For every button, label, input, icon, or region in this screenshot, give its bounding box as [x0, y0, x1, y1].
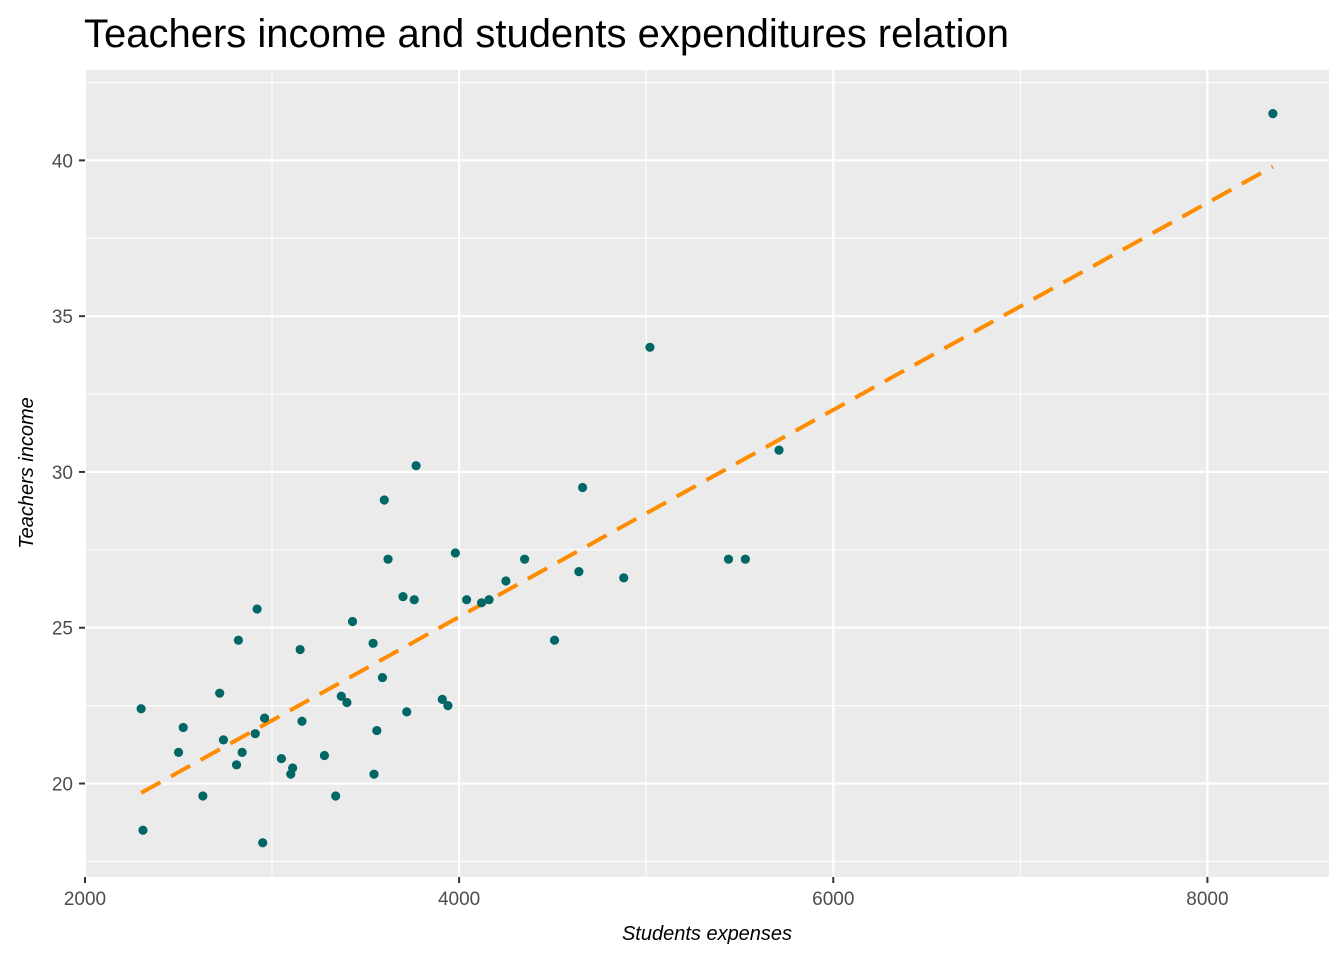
minor-gridlines — [85, 70, 1329, 877]
chart-title: Teachers income and students expenditure… — [84, 12, 1009, 56]
data-point — [342, 697, 352, 708]
x-tick-label: 8000 — [1186, 889, 1228, 910]
x-axis-label: Students expenses — [622, 923, 792, 945]
data-point — [331, 791, 341, 801]
data-point — [295, 644, 305, 655]
data-point — [173, 747, 184, 757]
data-point — [258, 838, 268, 848]
x-tick-label: 2000 — [64, 889, 106, 910]
plot-panel — [85, 70, 1329, 877]
data-point — [372, 725, 382, 736]
x-tick-label: 6000 — [812, 889, 854, 910]
data-point — [574, 567, 584, 577]
data-point — [484, 595, 494, 605]
data-point — [740, 554, 750, 564]
major-gridlines — [83, 70, 1329, 877]
data-point — [443, 701, 453, 711]
data-point — [398, 591, 408, 602]
y-tick-label: 30 — [52, 463, 73, 484]
data-points — [136, 109, 1278, 848]
data-point — [619, 573, 629, 583]
data-point — [379, 495, 389, 505]
y-axis: 20 25 30 35 40 — [52, 151, 85, 796]
y-tick-label: 25 — [52, 619, 73, 640]
data-point — [178, 722, 188, 733]
data-point — [276, 753, 287, 764]
data-point — [462, 595, 472, 605]
data-point — [233, 635, 243, 645]
data-point — [138, 825, 148, 835]
data-point — [501, 576, 511, 586]
y-tick-label: 35 — [52, 307, 73, 328]
trend-line — [140, 164, 1274, 795]
trend-line-group — [140, 164, 1274, 795]
data-point — [297, 716, 307, 726]
data-point — [198, 791, 208, 801]
data-point — [645, 342, 655, 352]
data-point — [774, 445, 784, 455]
y-tick-label: 40 — [52, 151, 73, 172]
data-point — [336, 691, 346, 701]
data-point — [520, 554, 530, 564]
data-point — [288, 763, 298, 773]
data-point — [437, 694, 447, 704]
data-point — [231, 760, 242, 770]
data-point — [578, 482, 588, 493]
data-point — [383, 554, 393, 564]
x-axis: 2000 4000 6000 8000 — [64, 877, 1229, 910]
data-point — [476, 598, 487, 608]
data-point — [1268, 109, 1278, 119]
data-point — [402, 707, 412, 717]
data-point — [218, 735, 229, 745]
y-tick-label: 20 — [52, 775, 73, 796]
data-point — [723, 554, 734, 564]
y-axis-label: Teachers income — [16, 397, 38, 549]
data-point — [411, 461, 421, 471]
x-tick-label: 4000 — [438, 889, 480, 910]
data-point — [369, 769, 379, 779]
data-point — [450, 548, 460, 558]
data-point — [347, 616, 358, 627]
data-point — [215, 688, 225, 698]
data-point — [549, 635, 560, 645]
data-point — [319, 750, 330, 761]
data-point — [409, 595, 419, 605]
data-point — [368, 638, 378, 648]
data-point — [377, 672, 388, 683]
data-point — [136, 704, 146, 714]
data-point — [259, 713, 270, 723]
data-point — [252, 604, 262, 614]
data-point — [237, 747, 247, 757]
data-point — [250, 729, 260, 739]
